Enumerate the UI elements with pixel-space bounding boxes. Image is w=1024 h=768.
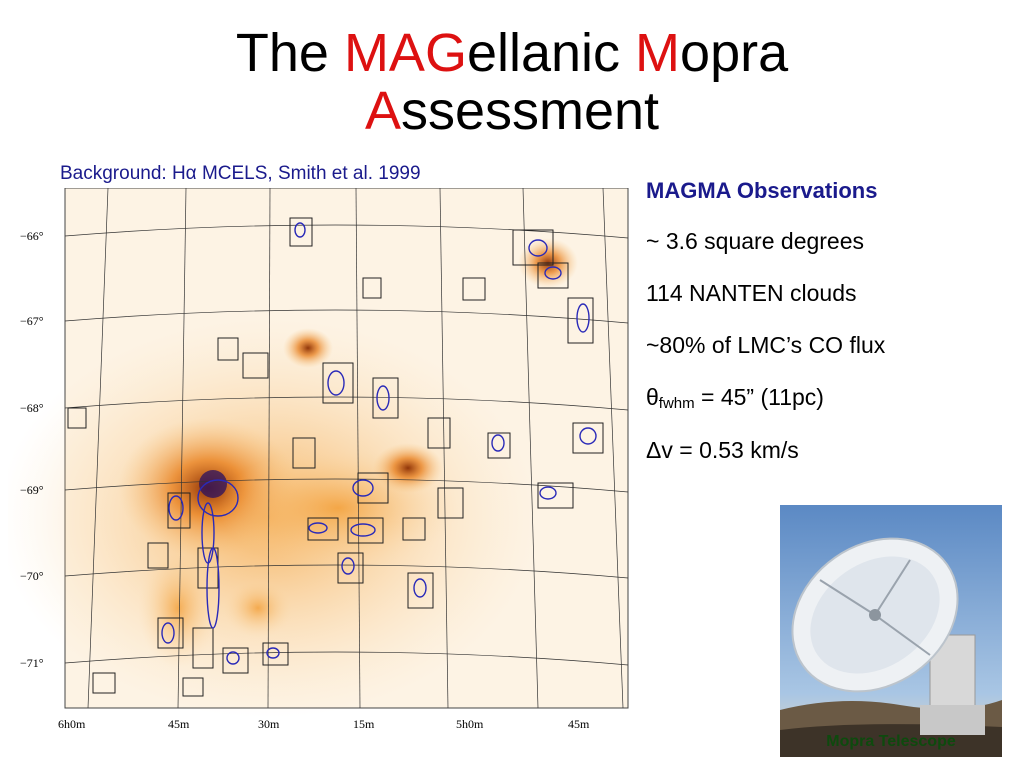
slide-title: The MAGellanic Mopra Assessment xyxy=(0,24,1024,140)
coordinate-grid xyxy=(64,188,629,709)
area-item: ~ 3.6 square degrees xyxy=(646,228,865,254)
emission-knot xyxy=(223,578,293,638)
emission-knot xyxy=(283,328,333,368)
y-tick-label: −68° xyxy=(20,401,44,415)
photo-caption: Mopra Telescope xyxy=(826,733,956,750)
y-tick-label: −67° xyxy=(20,314,44,328)
30dor-core xyxy=(199,470,227,498)
flux-item: ~80% of LMC’s CO flux xyxy=(646,332,886,358)
y-tick-label: −66° xyxy=(20,229,44,243)
lmc-halpha-map: −66° −67° −68° −69° −70° −71° 6h0m 45m 3… xyxy=(8,188,633,758)
emission-knot xyxy=(138,548,218,668)
y-tick-label: −69° xyxy=(20,483,44,497)
title-line-1: The MAGellanic Mopra xyxy=(235,23,789,83)
x-tick-label: 6h0m xyxy=(58,717,86,731)
observations-heading: MAGMA Observations xyxy=(646,178,878,203)
map-caption: Background: Hα MCELS, Smith et al. 1999 xyxy=(60,163,421,184)
clouds-item: 114 NANTEN clouds xyxy=(646,280,857,306)
x-tick-label: 5h0m xyxy=(456,717,484,731)
x-tick-label: 30m xyxy=(258,717,280,731)
mopra-telescope-photo xyxy=(780,505,1002,757)
x-tick-label: 45m xyxy=(168,717,190,731)
x-tick-label: 45m xyxy=(568,717,590,731)
emission-knot xyxy=(373,443,443,493)
survey-boxes xyxy=(67,217,604,697)
y-tick-label: −70° xyxy=(20,569,44,583)
velocity-item: Δv = 0.53 km/s xyxy=(646,437,799,463)
x-tick-label: 15m xyxy=(353,717,375,731)
y-tick-label: −71° xyxy=(20,656,44,670)
co-contours xyxy=(161,222,597,665)
title-line-2: Assessment xyxy=(364,81,660,141)
beam-item: θfwhm = 45” (11pc) xyxy=(646,384,824,412)
observations-list: MAGMA Observations ~ 3.6 square degrees … xyxy=(646,178,1016,489)
